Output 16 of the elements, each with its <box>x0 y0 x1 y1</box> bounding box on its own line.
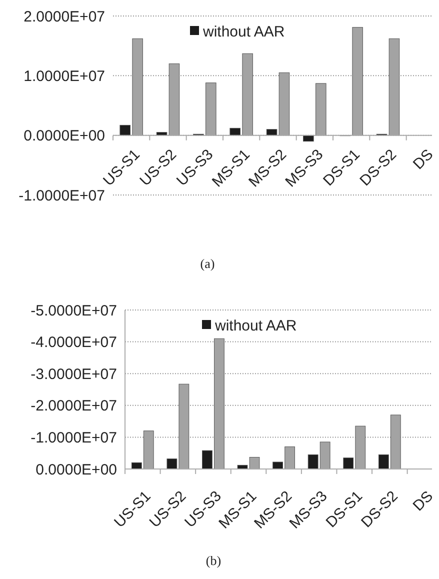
text: (a) <box>200 256 215 271</box>
x-tick-label: DS <box>410 488 437 515</box>
y-tick-label: -3.0000E+07 <box>30 366 117 383</box>
legend-label: without AAR <box>202 23 285 40</box>
text: (b) <box>206 553 222 568</box>
y-tick-label: 2.0000E+07 <box>24 8 105 26</box>
y-tick-label: 0.0000E+00 <box>36 461 117 478</box>
y-tick-label: -1.0000E+07 <box>18 187 105 204</box>
y-tick-label: 0.0000E+00 <box>24 128 105 145</box>
y-tick-label: -4.0000E+07 <box>30 334 117 352</box>
y-tick-label: -5.0000E+07 <box>30 302 117 320</box>
legend-label: without AAR <box>214 317 297 334</box>
y-tick-label: 1.0000E+07 <box>24 68 105 85</box>
x-tick-label: DS <box>410 146 437 173</box>
y-tick-label: -1.0000E+07 <box>30 429 117 446</box>
y-tick-label: -2.0000E+07 <box>30 398 117 415</box>
